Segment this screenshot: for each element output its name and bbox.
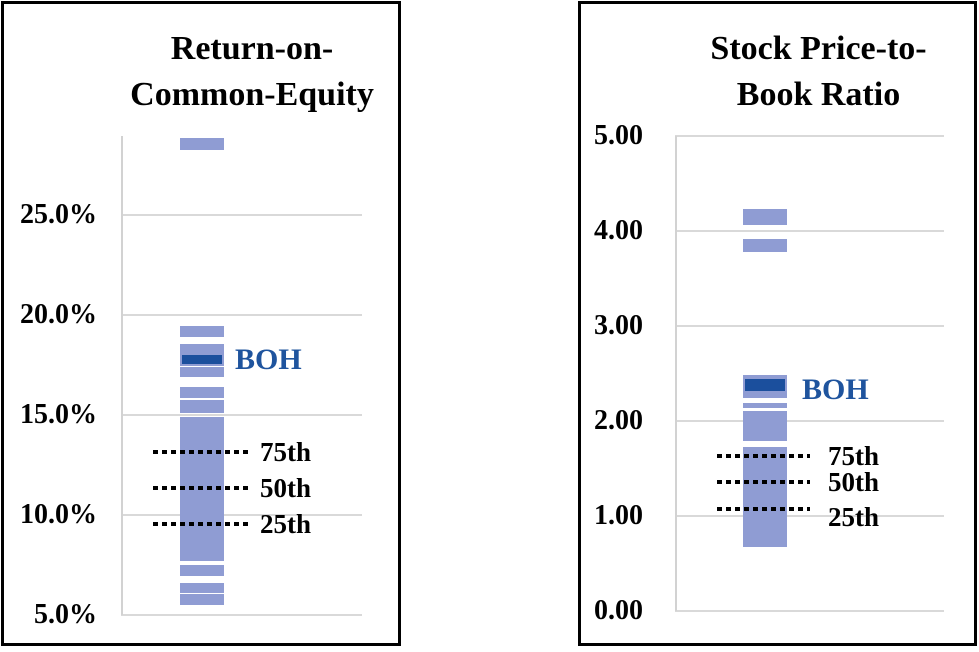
percentile-line-25th: [717, 507, 810, 512]
percentile-line-25th: [153, 522, 250, 527]
y-axis-tick-label: 15.0%: [20, 399, 97, 430]
chart-price-to-book: Stock Price-to- Book Ratio 5.00 4.00 3.00 2…: [578, 1, 977, 646]
peer-bar-segment: [180, 367, 224, 377]
gridline: [675, 230, 944, 232]
chart-title-line-2: Common-Equity: [130, 76, 374, 113]
peer-bar-segment: [180, 583, 224, 593]
peer-bar-segment: [743, 209, 787, 226]
gridline: [675, 610, 944, 612]
y-axis-tick-label: 2.00: [594, 405, 643, 436]
peer-bar-segment: [743, 446, 787, 548]
y-axis-tick-label: 1.00: [594, 500, 643, 531]
y-axis-tick-label: 3.00: [594, 310, 643, 341]
gridline: [675, 325, 944, 327]
peer-bar-segment: [180, 326, 224, 337]
y-axis-line: [121, 136, 123, 615]
peer-bar-segment: [743, 238, 787, 252]
peer-bar-segment: [743, 410, 787, 441]
plot-area-ptb: 5.00 4.00 3.00 2.00 1.00 0.00 75th 50th 25th: [581, 4, 974, 643]
y-axis-tick-label: 20.0%: [20, 299, 97, 330]
gridline: [121, 314, 362, 316]
chart-return-on-common-equity: Return-on- Common-Equity 25.0% 20.0% 15.0%…: [1, 1, 401, 646]
gridline: [121, 514, 362, 516]
gridline: [121, 414, 362, 416]
percentile-line-75th: [153, 450, 250, 454]
y-axis-tick-label: 25.0%: [20, 199, 97, 230]
boh-bar: [182, 355, 222, 364]
gridline: [121, 214, 362, 216]
percentile-label-75th: 75th: [260, 437, 312, 467]
gridline: [121, 614, 362, 616]
peer-bar-segment: [180, 138, 224, 150]
percentile-line-50th: [717, 479, 810, 484]
y-axis-tick-label: 4.00: [594, 215, 643, 246]
plot-area-roe: 25.0% 20.0% 15.0% 10.0% 5.0% 75th 50th 25th: [4, 4, 398, 643]
boh-series-label: BOH: [802, 372, 869, 406]
chart-title-ptb: Stock Price-to- Book Ratio: [665, 26, 972, 118]
peer-bar-segment: [180, 565, 224, 576]
y-axis-line: [675, 136, 677, 611]
percentile-line-50th: [153, 486, 250, 491]
peer-bar-segment: [180, 400, 224, 413]
chart-title-line-1: Return-on-: [170, 30, 334, 67]
y-axis-tick-label: 5.0%: [34, 599, 97, 630]
percentile-label-50th: 50th: [260, 473, 312, 504]
boh-bar: [745, 379, 785, 391]
percentile-label-25th: 25th: [260, 509, 312, 540]
percentile-line-75th: [717, 454, 810, 459]
peer-bar-segment: [180, 387, 224, 398]
gridline: [675, 420, 944, 422]
gridline: [675, 515, 944, 517]
chart-title-line-2: Book Ratio: [736, 76, 901, 113]
percentile-label-75th: 75th: [828, 441, 880, 472]
y-axis-tick-label: 5.00: [594, 120, 643, 151]
y-axis-tick-label: 0.00: [594, 595, 643, 626]
percentile-label-25th: 25th: [828, 502, 880, 533]
y-axis-tick-label: 10.0%: [20, 499, 97, 530]
gridline: [675, 135, 944, 137]
chart-title-roe: Return-on- Common-Equity: [108, 26, 396, 118]
chart-title-line-1: Stock Price-to-: [710, 30, 927, 67]
peer-bar-segment: [180, 344, 224, 353]
boh-series-label: BOH: [235, 342, 302, 376]
percentile-label-50th: 50th: [828, 466, 880, 497]
peer-bar-segment: [180, 594, 224, 605]
peer-bar-segment: [743, 402, 787, 408]
